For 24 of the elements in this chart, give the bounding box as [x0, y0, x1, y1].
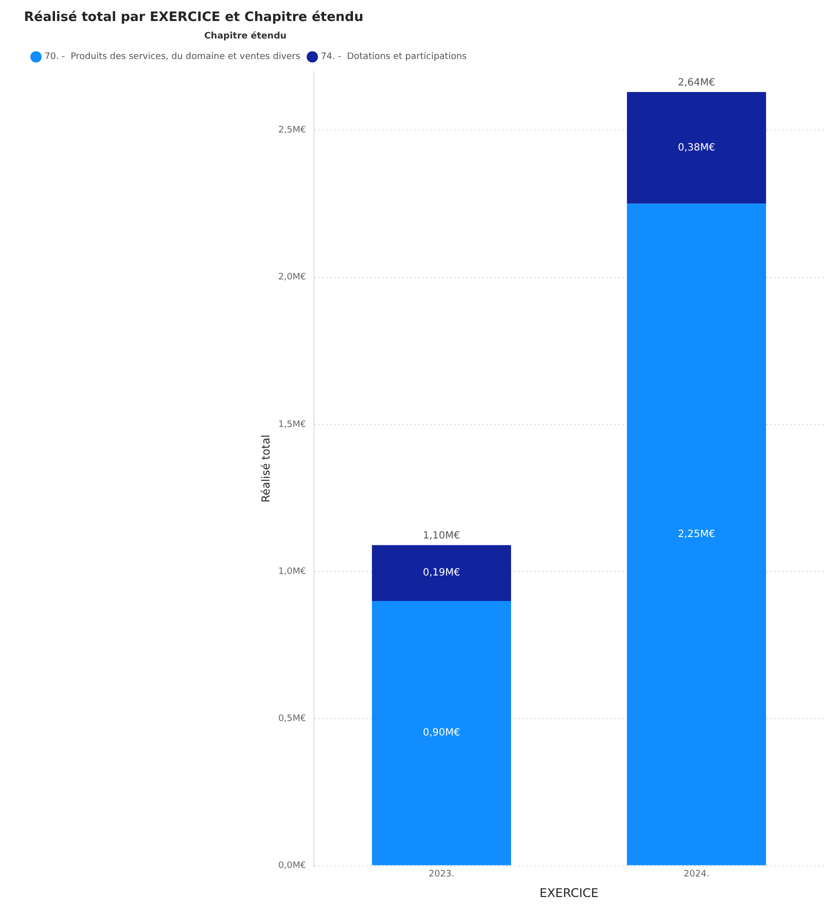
- text: Réalisé total par EXERCICE et Chapitre étendu: [24, 10, 364, 26]
- data-label: 2,25M€: [678, 529, 716, 540]
- y-tick-label: 0,5M€: [278, 714, 306, 724]
- y-tick-label: 1,0M€: [278, 566, 306, 577]
- data-label: 0,90M€: [422, 728, 460, 739]
- y-tick-label: 1,5M€: [278, 420, 306, 430]
- bar: [372, 601, 512, 866]
- data-label: 0,19M€: [422, 568, 460, 579]
- y-tick-label: 2,0M€: [278, 272, 306, 283]
- x-tick-label: 2023.: [428, 870, 454, 880]
- total-label: 2,64M€: [678, 78, 716, 89]
- legend-label: 74. - Dotations et participations: [320, 52, 468, 62]
- bar: [372, 545, 512, 601]
- bar: [626, 204, 766, 866]
- legend-title: Chapitre étendu: [204, 30, 287, 42]
- x-tick-label: 2024.: [684, 870, 710, 880]
- legend-label: 70. - Produits des services, du domaine et ventes divers: [44, 52, 301, 62]
- data-label: 0,38M€: [678, 142, 716, 154]
- bar: [626, 92, 766, 204]
- y-tick-label: 2,5M€: [278, 126, 306, 136]
- y-axis-title: Réalisé total: [259, 434, 272, 503]
- x-axis-title: EXERCICE: [539, 886, 599, 900]
- total-label: 1,10M€: [422, 530, 460, 542]
- y-tick-label: 0,0M€: [278, 861, 306, 872]
